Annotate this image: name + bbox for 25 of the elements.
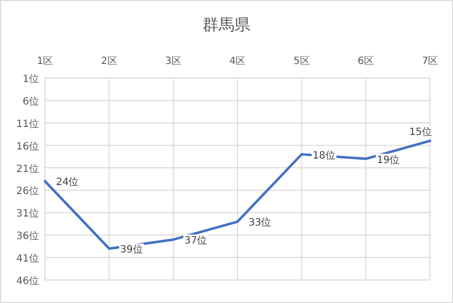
x-tick-label: 4区 [229, 56, 246, 67]
data-label: 15位 [409, 126, 432, 138]
data-label: 24位 [56, 176, 79, 188]
y-tick-label: 41位 [16, 252, 39, 265]
y-tick-label: 1位 [22, 73, 39, 85]
data-label: 39位 [120, 244, 143, 256]
y-tick-label: 21位 [16, 162, 39, 175]
y-tick-label: 46位 [16, 275, 39, 287]
x-tick-label: 7区 [422, 56, 438, 67]
data-label: 37位 [184, 234, 208, 247]
x-tick-label: 6区 [358, 56, 374, 67]
y-tick-label: 26位 [16, 185, 39, 198]
data-label: 19位 [376, 154, 400, 166]
x-tick-label: 5区 [293, 56, 310, 67]
y-tick-label: 6位 [22, 95, 39, 108]
y-tick-label: 11位 [16, 118, 39, 130]
y-tick-label: 31位 [16, 208, 39, 220]
chart-title: 群馬県 [202, 15, 250, 34]
data-label: 33位 [248, 216, 272, 229]
y-tick-label: 16位 [16, 140, 39, 152]
x-tick-label: 1区 [36, 56, 54, 67]
data-label: 18位 [312, 149, 336, 162]
y-tick-label: 36位 [16, 230, 39, 242]
x-tick-label: 3区 [165, 56, 182, 67]
x-tick-label: 2区 [100, 56, 118, 67]
